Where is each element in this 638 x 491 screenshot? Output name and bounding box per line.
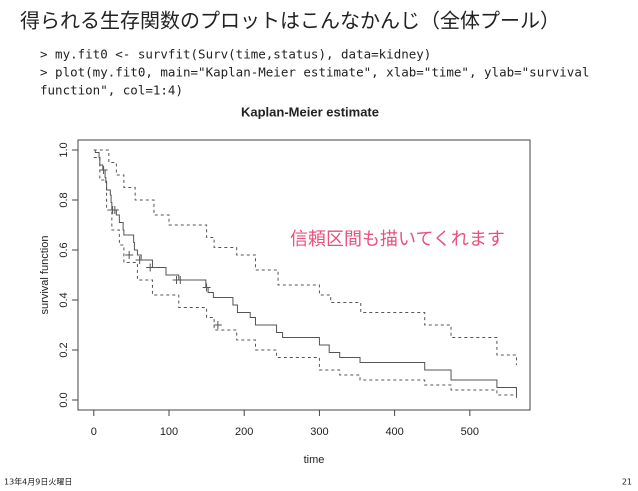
confidence-band (93, 149, 517, 365)
x-tick-label: 500 (461, 426, 479, 438)
x-tick-label: 0 (91, 426, 97, 438)
page-number: 21 (622, 478, 632, 487)
x-axis-label: time (304, 454, 325, 466)
y-tick-label: 0.0 (58, 392, 70, 407)
censor-mark (110, 206, 119, 214)
censor-mark (213, 321, 222, 329)
x-tick-label: 400 (385, 426, 403, 438)
y-tick-label: 1.0 (58, 142, 70, 157)
x-tick-label: 100 (160, 426, 178, 438)
censor-mark (125, 251, 134, 259)
slide-title: 得られる生存関数のプロットはこんなかんじ（全体プール） (20, 9, 560, 33)
confidence-band (93, 157, 517, 399)
censor-mark (135, 256, 144, 264)
x-tick-label: 200 (235, 426, 253, 438)
footer-date: 13年4月9日火曜日 (4, 477, 72, 487)
plot-box (77, 139, 531, 411)
survival-curve (93, 149, 517, 395)
chart-title: Kaplan-Meier estimate (241, 104, 379, 119)
x-tick-label: 300 (310, 426, 328, 438)
censor-mark (146, 263, 155, 272)
censor-mark (202, 283, 211, 292)
y-tick-label: 0.4 (58, 292, 70, 307)
code-line: > my.fit0 <- survfit(Surv(time,status), … (40, 47, 431, 62)
censor-mark (176, 276, 185, 284)
censor-mark (99, 166, 108, 174)
annotation: 信頼区間も描いてくれます (290, 229, 505, 250)
code-line: > plot(my.fit0, main="Kaplan-Meier estim… (40, 65, 589, 80)
code-line: function", col=1:4) (40, 83, 183, 98)
y-tick-label: 0.8 (58, 192, 70, 207)
y-tick-label: 0.6 (58, 242, 70, 257)
y-axis-label: survival function (39, 236, 51, 315)
y-tick-label: 0.2 (58, 342, 70, 357)
